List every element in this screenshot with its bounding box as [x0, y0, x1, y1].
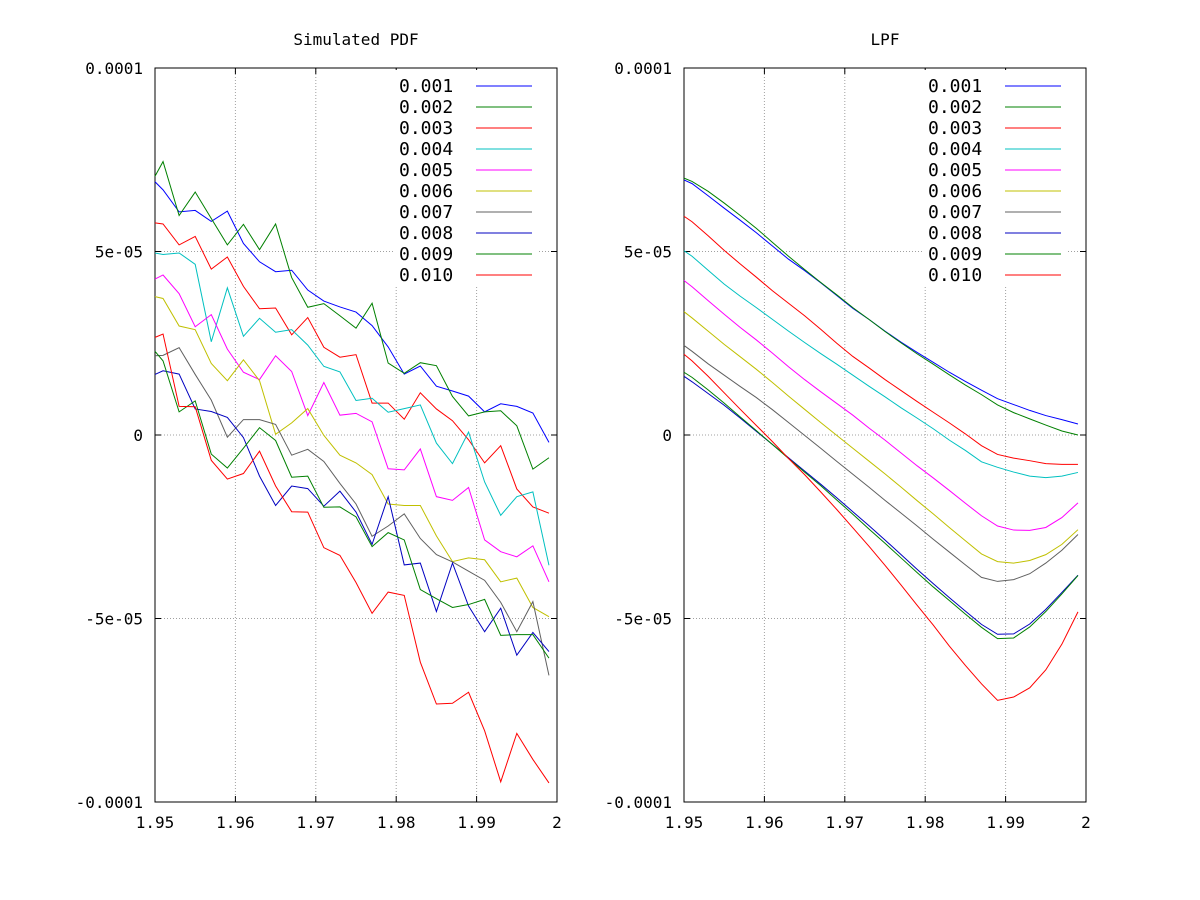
- y-tick-label: -0.0001: [605, 793, 672, 812]
- series-line-0.009: [154, 350, 550, 659]
- series-line-0.007: [154, 347, 550, 676]
- y-tick-label: 0: [133, 426, 143, 445]
- x-tick-label: 1.96: [216, 813, 255, 832]
- legend-label: 0.004: [928, 139, 982, 160]
- x-tick-label: 1.95: [665, 813, 704, 832]
- y-tick-label: 0.0001: [614, 59, 672, 78]
- legend-label: 0.001: [928, 76, 982, 97]
- legend-label: 0.006: [928, 181, 982, 202]
- x-tick-label: 1.98: [377, 813, 416, 832]
- x-tick-label: 2: [1081, 813, 1091, 832]
- x-tick-label: 1.99: [986, 813, 1025, 832]
- series-line-0.005: [683, 280, 1079, 531]
- legend-label: 0.004: [399, 139, 453, 160]
- series-line-0.001: [154, 181, 550, 443]
- legend-label: 0.003: [399, 118, 453, 139]
- series-line-0.002: [154, 160, 550, 470]
- series-line-0.005: [154, 274, 550, 583]
- x-tick-label: 1.99: [457, 813, 496, 832]
- series-line-0.003: [683, 215, 1078, 465]
- series-line-0.006: [683, 311, 1079, 564]
- legend-label: 0.003: [928, 118, 982, 139]
- y-tick-label: -0.0001: [76, 793, 143, 812]
- legend-label: 0.010: [399, 265, 453, 286]
- y-tick-label: 5e-05: [95, 243, 143, 262]
- legend-label: 0.002: [399, 97, 453, 118]
- series-line-0.002: [683, 177, 1079, 436]
- y-tick-label: 0.0001: [85, 59, 143, 78]
- series-line-0.009: [683, 371, 1079, 640]
- legend-label: 0.002: [928, 97, 982, 118]
- chart-title: Simulated PDF: [293, 30, 418, 49]
- series-line-0.007: [683, 345, 1079, 582]
- y-tick-label: -5e-05: [85, 610, 143, 629]
- legend-label: 0.008: [928, 223, 982, 244]
- x-tick-label: 1.97: [826, 813, 865, 832]
- y-tick-label: 0: [662, 426, 672, 445]
- x-tick-label: 1.98: [906, 813, 945, 832]
- y-tick-label: -5e-05: [614, 610, 672, 629]
- panel-lpf: LPF 1.95 1.96 1.97 1.98 1.99 2 0.0001 5e-05 0 -5e-…: [605, 30, 1091, 832]
- series-line-0.004: [683, 250, 1079, 479]
- legend-label: 0.008: [399, 223, 453, 244]
- x-tick-label: 1.96: [745, 813, 784, 832]
- x-tick-label: 1.95: [136, 813, 175, 832]
- panel-simulated-pdf: Simulated PDF 1.95 1.96 1.97 1.98 1.99 2 0.0001…: [76, 30, 562, 832]
- x-tick-label: 2: [552, 813, 562, 832]
- series-line-0.004: [154, 252, 550, 566]
- series-line-0.003: [154, 222, 550, 514]
- legend-background: [924, 70, 1067, 286]
- series-line-0.010: [154, 333, 550, 784]
- series-line-0.008: [683, 375, 1079, 635]
- legend-label: 0.001: [399, 76, 453, 97]
- series-line-0.006: [154, 296, 550, 618]
- legend-label: 0.006: [399, 181, 453, 202]
- x-tick-label: 1.97: [297, 813, 336, 832]
- legend-label: 0.009: [399, 244, 453, 265]
- legend-label: 0.010: [928, 265, 982, 286]
- series-line-0.010: [683, 353, 1079, 701]
- legend-label: 0.005: [399, 160, 453, 181]
- legend-label: 0.009: [928, 244, 982, 265]
- series-line-0.008: [154, 370, 550, 657]
- chart-title: LPF: [871, 30, 900, 49]
- y-tick-label: 5e-05: [624, 243, 672, 262]
- legend-background: [395, 70, 538, 286]
- legend-label: 0.007: [928, 202, 982, 223]
- legend-label: 0.005: [928, 160, 982, 181]
- legend-label: 0.007: [399, 202, 453, 223]
